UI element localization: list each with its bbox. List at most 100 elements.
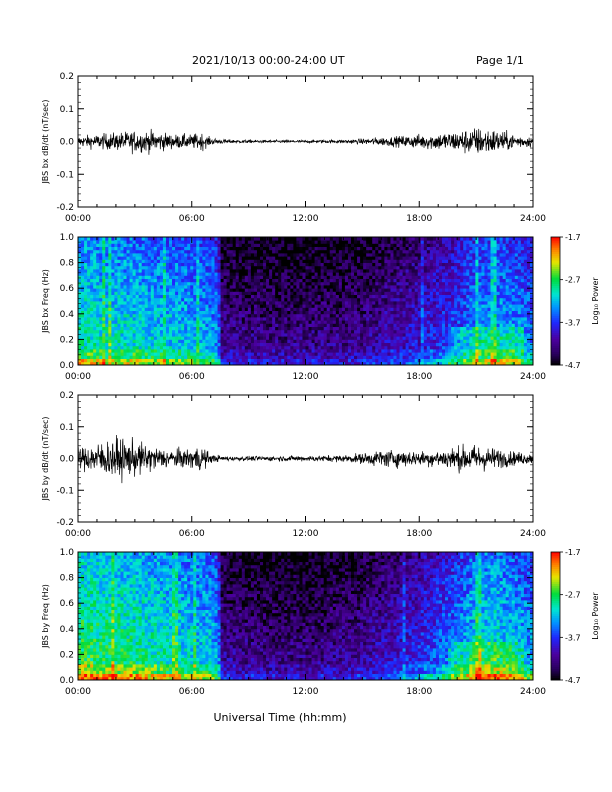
- spectrogram-cell: [369, 336, 373, 340]
- spectrogram-cell: [223, 291, 228, 295]
- spectrogram-cell: [196, 240, 200, 244]
- spectrogram-cell: [381, 259, 385, 263]
- spectrogram-cell: [302, 265, 306, 270]
- spectrogram-cell: [296, 358, 300, 363]
- spectrogram-cell: [302, 291, 306, 295]
- spectrogram-cell: [363, 320, 367, 324]
- spectrogram-cell: [138, 345, 143, 350]
- spectrogram-cell: [390, 336, 394, 340]
- spectrogram-cell: [320, 345, 325, 350]
- spectrogram-cell: [281, 285, 285, 289]
- spectrogram-cell: [317, 237, 322, 241]
- spectrogram-cell: [132, 339, 137, 343]
- spectrogram-cell: [347, 313, 352, 318]
- spectrogram-cell: [287, 253, 291, 257]
- spectrogram-cell: [302, 243, 306, 247]
- spectrogram-cell: [445, 345, 449, 350]
- spectrogram-cell: [241, 358, 246, 363]
- spectrogram-cell: [175, 352, 179, 356]
- spectrogram-cell: [114, 272, 118, 276]
- spectrogram-cell: [335, 355, 340, 359]
- spectrogram-cell: [332, 358, 337, 363]
- spectrogram-cell: [84, 339, 88, 343]
- spectrogram-cell: [193, 253, 197, 257]
- spectrogram-cell: [253, 269, 258, 273]
- spectrogram-cell: [432, 310, 437, 315]
- spectrogram-cell: [220, 326, 224, 331]
- spectrogram-cell: [202, 297, 206, 302]
- spectrogram-cell: [117, 352, 121, 356]
- spectrogram-cell: [114, 320, 118, 324]
- spectrogram-cell: [311, 291, 315, 295]
- spectrogram-cell: [156, 355, 161, 359]
- spectrogram-cell: [120, 262, 124, 267]
- spectrogram-cell: [159, 281, 164, 286]
- spectrogram-cell: [411, 307, 416, 311]
- spectrogram-cell: [369, 291, 373, 295]
- spectrogram-cell: [347, 278, 352, 283]
- spectrogram-cell: [263, 326, 267, 331]
- spectrogram-cell: [260, 329, 264, 334]
- spectrogram-cell: [278, 349, 282, 353]
- spectrogram-cell: [287, 349, 291, 353]
- spectrogram-cell: [314, 281, 319, 286]
- spectrogram-cell: [308, 259, 312, 263]
- spectrogram-cell: [93, 301, 97, 305]
- spectrogram-cell: [111, 256, 115, 260]
- spectrogram-cell: [153, 249, 158, 254]
- spectrogram-cell: [281, 281, 285, 286]
- spectrogram-cell: [426, 342, 431, 347]
- spectrogram-cell: [184, 323, 188, 327]
- spectrogram-cell: [247, 304, 252, 308]
- spectrogram-cell: [323, 294, 328, 299]
- spectrogram-cell: [232, 333, 237, 337]
- spectrogram-cell: [287, 317, 291, 321]
- spectrogram-cell: [317, 253, 322, 257]
- spectrogram-cell: [181, 269, 185, 273]
- spectrogram-cell: [335, 310, 340, 315]
- spectrogram-cell: [308, 256, 312, 260]
- spectrogram-cell: [138, 355, 143, 359]
- spectrogram-cell: [159, 310, 164, 315]
- spectrogram-cell: [138, 313, 143, 318]
- spectrogram-cell: [99, 323, 103, 327]
- spectrogram-cell: [175, 278, 179, 283]
- spectrogram-cell: [411, 285, 416, 289]
- spectrogram-cell: [305, 313, 309, 318]
- spectrogram-cell: [284, 249, 288, 254]
- spectrogram-cell: [335, 246, 340, 251]
- spectrogram-cell: [429, 281, 434, 286]
- spectrogram-cell: [278, 342, 282, 347]
- spectrogram-cell: [290, 342, 294, 347]
- spectrogram-cell: [387, 307, 391, 311]
- spectrogram-cell: [220, 281, 224, 286]
- spectrogram-cell: [156, 243, 161, 247]
- spectrogram-cell: [305, 336, 309, 340]
- spectrogram-cell: [181, 339, 185, 343]
- spectrogram-cell: [120, 336, 124, 340]
- spectrogram-cell: [411, 336, 416, 340]
- spectrogram-cell: [378, 339, 382, 343]
- spectrogram-cell: [357, 361, 361, 366]
- spectrogram-cell: [241, 349, 246, 353]
- spectrogram-cell: [393, 358, 397, 363]
- spectrogram-cell: [226, 262, 231, 267]
- spectrogram-cell: [256, 240, 261, 244]
- spectrogram-cell: [363, 345, 367, 350]
- spectrogram-cell: [187, 246, 191, 251]
- spectrogram-cell: [396, 265, 400, 270]
- spectrogram-cell: [108, 275, 112, 279]
- spectrogram-cell: [208, 294, 212, 299]
- spectrogram-cell: [99, 355, 103, 359]
- spectrogram-cell: [214, 275, 218, 279]
- spectrogram-cell: [256, 349, 261, 353]
- spectrogram-cell: [326, 272, 331, 276]
- spectrogram-cell: [135, 304, 140, 308]
- spectrogram-cell: [414, 272, 419, 276]
- spectrogram-cell: [199, 307, 203, 311]
- spectrogram-cell: [432, 272, 437, 276]
- spectrogram-cell: [305, 246, 309, 251]
- spectrogram-cell: [162, 352, 167, 356]
- spectrogram-cell: [372, 310, 376, 315]
- spectrogram-cell: [187, 285, 191, 289]
